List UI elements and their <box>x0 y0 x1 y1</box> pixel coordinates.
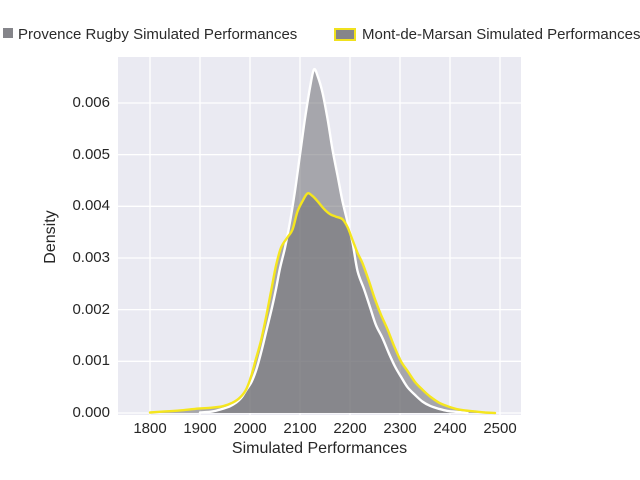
legend-swatch-provence <box>3 28 13 38</box>
y-tick-label: 0.004 <box>72 197 110 215</box>
plot-area <box>118 57 521 415</box>
kde-fill-mont <box>150 193 495 413</box>
x-tick-label: 1900 <box>183 420 217 437</box>
x-tick-label: 2000 <box>233 420 267 437</box>
y-tick-label: 0.003 <box>72 248 110 266</box>
y-tick-label: 0.000 <box>72 404 110 421</box>
x-tick-label: 1800 <box>133 420 167 437</box>
y-tick-label: 0.001 <box>72 352 110 370</box>
x-tick-label: 2300 <box>383 420 417 437</box>
x-tick-label: 2200 <box>333 420 367 437</box>
x-tick-label: 2500 <box>483 420 517 437</box>
legend-label-mont: Mont-de-Marsan Simulated Performances <box>362 26 640 43</box>
x-tick-label: 2400 <box>433 420 467 437</box>
legend-swatch-mont <box>334 28 356 41</box>
y-tick-label: 0.002 <box>72 300 110 318</box>
y-axis-label: Density <box>42 210 59 264</box>
y-tick-label: 0.005 <box>72 145 110 163</box>
x-axis-label: Simulated Performances <box>231 440 408 457</box>
kde-line-provence <box>198 67 469 415</box>
x-tick-label: 2100 <box>283 420 317 437</box>
kde-chart-canvas <box>118 57 521 415</box>
kde-line-mont <box>148 192 497 415</box>
y-tick-label: 0.006 <box>72 93 110 111</box>
legend-label-provence: Provence Rugby Simulated Performances <box>18 26 298 43</box>
